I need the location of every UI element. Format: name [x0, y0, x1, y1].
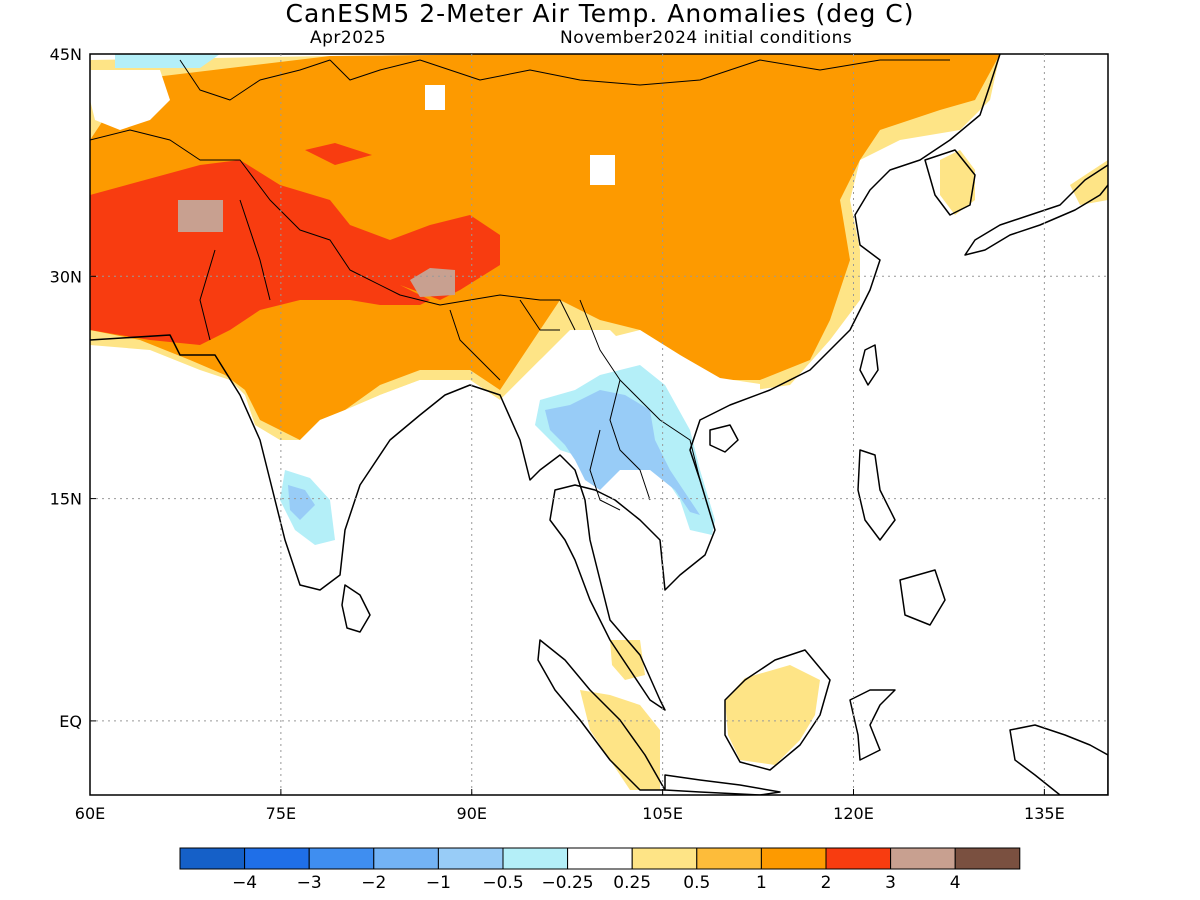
colorbar-swatch	[437, 847, 504, 870]
forecast-month: Apr2025	[310, 28, 387, 48]
colorbar-label: −1	[426, 873, 451, 893]
lat-tick-label: 45N	[50, 45, 82, 64]
coastline-luzon	[857, 449, 896, 541]
anomaly-spot-white-2	[425, 85, 445, 110]
lon-tick-label: 120E	[833, 804, 874, 823]
colorbar-label: −4	[232, 873, 257, 893]
colorbar-swatch	[696, 847, 762, 870]
colorbar-label: 0.25	[613, 873, 651, 893]
anomaly-region-yellow-korea	[940, 150, 975, 215]
colorbar-swatch	[373, 847, 439, 870]
plot-frame	[89, 53, 1109, 796]
anomaly-region-yellow-borneo	[725, 665, 820, 765]
colorbar-swatch	[954, 847, 1021, 870]
colorbar-swatch	[760, 847, 827, 870]
anomaly-spot-brown-1	[178, 200, 223, 232]
colorbar-swatch	[308, 847, 375, 870]
coastline-japan	[964, 164, 1108, 256]
colorbar-label: 3	[885, 873, 896, 893]
anomaly-region-white-nw	[90, 70, 170, 130]
anomaly-region-blue-india	[288, 485, 315, 520]
lon-tick-label: 135E	[1024, 804, 1065, 823]
colorbar-label: 1	[756, 873, 767, 893]
map-title: CanESM5 2-Meter Air Temp. Anomalies (deg…	[285, 0, 915, 28]
anomaly-field	[90, 54, 1108, 795]
lon-tick-label: 60E	[75, 804, 105, 823]
coastline-korea	[924, 149, 976, 216]
colorbar-label: −0.25	[542, 873, 594, 893]
lon-tick-label: 90E	[457, 804, 487, 823]
lon-tick-label: 105E	[642, 804, 683, 823]
colorbar-swatch	[890, 847, 956, 870]
colorbar-swatch	[179, 847, 246, 870]
colorbar-swatch	[244, 847, 310, 870]
colorbar-label: −2	[361, 873, 386, 893]
colorbar-label: 0.5	[683, 873, 710, 893]
coastline-java	[664, 774, 781, 795]
graticule	[90, 54, 1108, 795]
colorbar-swatch	[631, 847, 698, 870]
colorbar-swatch	[567, 847, 633, 870]
lat-tick-label: EQ	[59, 712, 82, 731]
lon-tick-label: 75E	[266, 804, 296, 823]
anomaly-spot-brown-2	[410, 268, 455, 297]
coastline-mindanao	[899, 569, 946, 626]
colorbar-label: −0.5	[482, 873, 523, 893]
coastline-mainland	[90, 54, 1001, 711]
anomaly-region-white-japan	[860, 100, 1108, 795]
axis-ticks: 60E 75E 90E 105E 120E 135E 45N 30N 15N EQ	[50, 45, 1065, 823]
coastline-borneo	[724, 649, 831, 771]
coastlines	[90, 54, 1108, 795]
coastline-sri-lanka	[341, 584, 371, 633]
colorbar-swatch	[825, 847, 892, 870]
lat-tick-label: 15N	[50, 490, 82, 509]
colorbar: −4 −3 −2 −1 −0.5 −0.25 0.25 0.5 1 2 3 4	[179, 847, 1021, 893]
coastline-taiwan	[859, 344, 879, 386]
anomaly-region-red-north	[305, 143, 372, 165]
colorbar-label: 2	[821, 873, 832, 893]
colorbar-label: −3	[297, 873, 322, 893]
border-lines	[90, 59, 950, 511]
anomaly-region-white-india	[90, 380, 500, 795]
anomaly-spot-white-1	[590, 155, 615, 185]
coastline-sumatra	[537, 639, 666, 791]
coastline-hainan	[709, 424, 739, 453]
lat-tick-label: 30N	[50, 267, 82, 286]
coastline-sulawesi	[849, 689, 896, 761]
coastline-new-guinea	[1009, 724, 1108, 795]
colorbar-label: 4	[950, 873, 961, 893]
colorbar-swatch	[502, 847, 569, 870]
anomaly-region-yellow-sumatra	[580, 690, 660, 790]
anomaly-region-light-blue-nw	[115, 54, 220, 68]
initial-conditions: November2024 initial conditions	[560, 28, 853, 48]
